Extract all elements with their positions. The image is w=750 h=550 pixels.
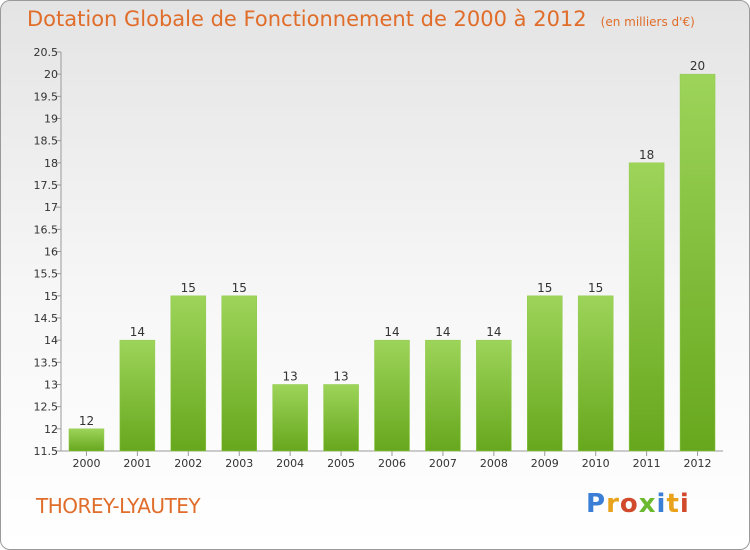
- y-tick-label: 20: [44, 68, 58, 81]
- commune-name: THOREY-LYAUTEY: [36, 494, 201, 518]
- bar-2006[interactable]: [374, 339, 410, 452]
- bar-2002[interactable]: [170, 295, 207, 452]
- y-tick-label: 20.5: [34, 46, 59, 59]
- data-label: 14: [435, 325, 450, 339]
- proxiti-logo[interactable]: Proxiti: [586, 489, 690, 519]
- y-tick-label: 14: [44, 334, 58, 347]
- x-tick-label: 2001: [123, 457, 151, 470]
- logo-letter: x: [638, 489, 657, 519]
- logo-letter: o: [619, 489, 639, 519]
- y-tick-label: 13.5: [34, 356, 59, 369]
- y-tick-label: 11.5: [34, 445, 59, 458]
- y-tick-label: 18: [44, 157, 58, 170]
- y-tick-label: 13: [44, 379, 58, 392]
- bar-2004[interactable]: [272, 384, 308, 452]
- data-label: 15: [232, 281, 247, 295]
- data-label: 18: [639, 148, 654, 162]
- x-tick-label: 2006: [378, 457, 406, 470]
- bar-2009[interactable]: [527, 295, 563, 452]
- y-tick-label: 19.5: [34, 90, 59, 103]
- data-label: 15: [537, 281, 552, 295]
- x-tick-label: 2002: [174, 457, 202, 470]
- y-tick-label: 16.5: [34, 223, 59, 236]
- bar-2005[interactable]: [323, 384, 359, 452]
- x-tick-label: 2003: [225, 457, 253, 470]
- y-tick-label: 12: [44, 423, 58, 436]
- bar-2003[interactable]: [221, 295, 257, 452]
- chart-unit: (en milliers d'€): [600, 15, 695, 29]
- data-label: 15: [181, 281, 196, 295]
- bar-2010[interactable]: [577, 295, 614, 452]
- y-tick-label: 17: [44, 201, 58, 214]
- x-tick-label: 2000: [72, 457, 100, 470]
- logo-letter: P: [586, 489, 607, 519]
- chart-title: Dotation Globale de Fonctionnement de 20…: [27, 7, 695, 31]
- x-tick-label: 2007: [429, 457, 457, 470]
- y-tick-label: 15.5: [34, 268, 59, 281]
- logo-letter: i: [656, 489, 667, 519]
- logo-letter: r: [606, 489, 620, 519]
- y-tick-label: 15: [44, 290, 58, 303]
- y-tick-label: 17.5: [34, 179, 59, 192]
- data-label: 15: [588, 281, 603, 295]
- data-label: 20: [690, 59, 705, 73]
- logo-letter: i: [679, 489, 690, 519]
- bar-2001[interactable]: [119, 339, 156, 452]
- y-tick-label: 14.5: [34, 312, 59, 325]
- x-tick-label: 2011: [633, 457, 661, 470]
- bar-2011[interactable]: [628, 162, 665, 452]
- y-tick-label: 12.5: [34, 401, 59, 414]
- x-tick-label: 2010: [582, 457, 610, 470]
- x-tick-label: 2009: [531, 457, 559, 470]
- bar-2012[interactable]: [679, 73, 716, 452]
- data-label: 14: [486, 325, 501, 339]
- data-label: 12: [79, 414, 94, 428]
- y-tick-label: 19: [44, 113, 58, 126]
- bar-2000[interactable]: [68, 428, 105, 452]
- logo-letter: t: [666, 489, 680, 519]
- data-label: 13: [333, 370, 348, 384]
- x-tick-label: 2005: [327, 457, 355, 470]
- x-tick-label: 2008: [480, 457, 508, 470]
- data-label: 14: [384, 325, 399, 339]
- bar-2007[interactable]: [425, 339, 461, 452]
- data-label: 14: [130, 325, 145, 339]
- bar-2008[interactable]: [476, 339, 512, 452]
- y-tick-label: 18.5: [34, 135, 59, 148]
- x-tick-label: 2004: [276, 457, 304, 470]
- data-label: 13: [283, 370, 298, 384]
- y-tick-label: 16: [44, 246, 58, 259]
- x-tick-label: 2012: [684, 457, 712, 470]
